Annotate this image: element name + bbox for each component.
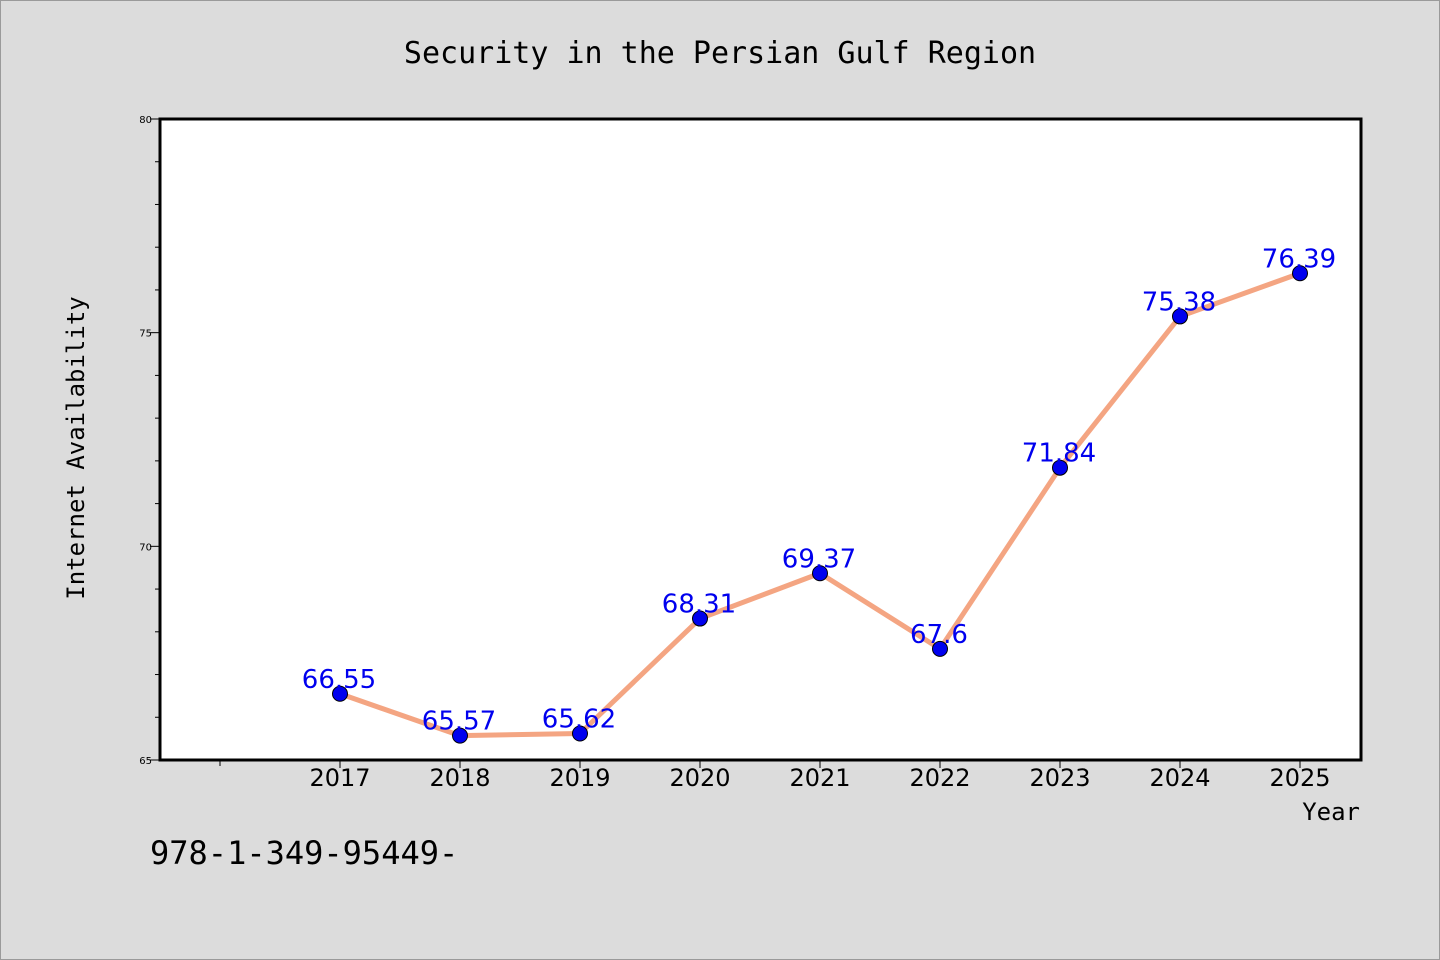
y-tick-label: 75 xyxy=(139,329,152,340)
data-value-label: 69.37 xyxy=(782,544,856,574)
x-tick-label: 2017 xyxy=(309,764,370,792)
chart-title: Security in the Persian Gulf Region xyxy=(404,36,1036,71)
data-value-label: 76.39 xyxy=(1262,244,1336,274)
series-markers xyxy=(332,265,1308,744)
data-point-marker xyxy=(332,685,348,702)
x-tick-label: 2021 xyxy=(789,764,850,792)
x-axis-label: Year xyxy=(1302,798,1360,826)
y-tick-label: 70 xyxy=(139,542,152,553)
x-tick-label: 2023 xyxy=(1029,764,1090,792)
data-value-label: 71.84 xyxy=(1022,439,1096,469)
data-point-marker xyxy=(932,640,948,657)
x-tick-label: 2018 xyxy=(429,764,490,792)
data-point-marker xyxy=(812,565,828,582)
data-value-label: 65.62 xyxy=(542,705,616,735)
y-axis-label: Internet Availability xyxy=(62,296,90,599)
data-point-marker xyxy=(1052,459,1068,476)
data-point-marker xyxy=(1172,308,1188,325)
isbn-footer-text: 978-1-349-95449- xyxy=(150,834,458,872)
data-value-label: 65.57 xyxy=(422,707,496,737)
axis-ticks: 65 70 75 80 2017 2018 2019 2020 2021 2022 2023 2024… xyxy=(139,115,1330,792)
y-tick-label: 65 xyxy=(139,756,152,767)
data-point-marker xyxy=(1292,265,1308,282)
x-tick-label: 2022 xyxy=(909,764,970,792)
data-point-marker xyxy=(572,725,588,742)
data-point-marker xyxy=(452,727,468,744)
data-value-label: 68.31 xyxy=(662,590,736,620)
data-value-label: 75.38 xyxy=(1142,287,1216,317)
x-tick-label: 2020 xyxy=(669,764,730,792)
data-value-label: 67.6 xyxy=(910,620,968,650)
x-tick-label: 2025 xyxy=(1269,764,1330,792)
x-tick-label: 2024 xyxy=(1149,764,1210,792)
plot-area xyxy=(158,117,1363,762)
x-tick-label: 2019 xyxy=(549,764,610,792)
y-tick-label: 80 xyxy=(139,115,152,126)
data-value-label: 66.55 xyxy=(302,665,376,695)
data-labels: 66.55 65.57 65.62 68.31 69.37 67.6 71.84 75.38 7… xyxy=(302,244,1336,736)
data-point-marker xyxy=(692,610,708,627)
